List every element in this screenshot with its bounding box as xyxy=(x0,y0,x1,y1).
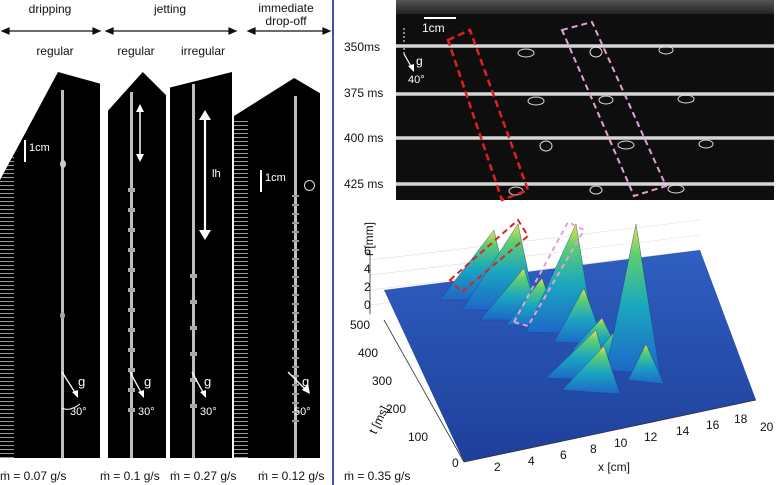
x-tick: 4 xyxy=(528,454,535,468)
regime-immediate-line1: immediate xyxy=(258,1,314,15)
drop-train xyxy=(128,172,135,412)
scale-label: 1cm xyxy=(422,21,445,35)
gravity-arrow xyxy=(287,371,310,394)
x-tick: 14 xyxy=(676,424,690,438)
scale-bar xyxy=(24,140,26,162)
flow-rate-dropoff: ṁ = 0.12 g/s xyxy=(258,469,325,483)
subregime-regular-dripping: regular xyxy=(36,44,74,58)
x-tick: 12 xyxy=(644,430,658,444)
panel-divider xyxy=(332,0,334,485)
gravity-label: g xyxy=(78,374,86,389)
time-strip-425 xyxy=(396,182,774,186)
time-strip-400 xyxy=(396,136,774,140)
regime-jetting: jetting xyxy=(153,2,187,16)
pink-tracking-box-3d xyxy=(512,220,586,328)
red-tracking-box-3d xyxy=(448,218,530,294)
length-label: lh xyxy=(212,168,221,180)
angle-label: 30° xyxy=(200,406,217,418)
time-strip-350 xyxy=(396,44,774,48)
gravity-label: g xyxy=(144,374,152,389)
r-tick: 0 xyxy=(364,298,371,312)
drop-train xyxy=(292,188,299,428)
x-tick: 20 xyxy=(760,420,774,434)
time-label-350: 350ms xyxy=(344,40,381,54)
scale-bar xyxy=(424,17,456,19)
timelapse-photo: 1cm g 40° xyxy=(396,0,774,200)
spacing-arrow xyxy=(136,104,144,162)
time-label-400: 400 ms xyxy=(344,131,384,145)
gravity-label: g xyxy=(204,374,212,389)
drop-markers xyxy=(446,20,714,202)
t-tick: 300 xyxy=(372,374,393,388)
t-tick: 200 xyxy=(386,402,407,416)
x-axis-label: x [cm] xyxy=(598,460,630,474)
angle-label: 30° xyxy=(138,406,155,418)
x-tick: 18 xyxy=(734,412,748,426)
detached-drop xyxy=(304,180,315,191)
gravity-label: g xyxy=(302,374,310,389)
length-arrow xyxy=(199,110,211,240)
red-tracking-box xyxy=(446,28,530,202)
angle-label: 30° xyxy=(70,406,87,418)
gravity-arrow xyxy=(191,371,206,398)
time-strip-375 xyxy=(396,92,774,96)
angle-label: 50° xyxy=(294,406,311,418)
x-tick: 10 xyxy=(614,436,628,450)
t-tick: 400 xyxy=(358,346,379,360)
scale-label: 1cm xyxy=(265,172,286,184)
t-tick: 0 xyxy=(452,456,459,470)
flow-rate-surface: ṁ = 0.35 g/s xyxy=(344,469,411,483)
photo-panel-immediate-dropoff: 1cm g 50° xyxy=(234,78,320,458)
ruler-scale xyxy=(0,102,14,458)
regime-immediate-line2: drop-off xyxy=(265,14,307,28)
x-tick: 2 xyxy=(494,460,501,474)
t-tick: 100 xyxy=(408,430,429,444)
flow-rate-irregular: ṁ = 0.27 g/s xyxy=(170,469,237,483)
surface-plot xyxy=(369,218,757,463)
subregime-irregular-jetting: irregular xyxy=(180,44,225,58)
pink-tracking-box xyxy=(560,20,668,198)
scale-label: 1cm xyxy=(29,142,50,154)
regime-arrows xyxy=(0,27,332,35)
regime-immediate-dropoff: immediate drop-off xyxy=(240,2,332,28)
t-axis-line xyxy=(383,319,465,463)
scale-bar xyxy=(260,170,262,192)
r-tick: 2 xyxy=(364,280,371,294)
r-tick: 6 xyxy=(364,244,371,258)
flow-rate-dripping: ṁ = 0.07 g/s xyxy=(0,469,67,483)
r-tick: 4 xyxy=(364,262,371,276)
top-strip xyxy=(396,0,774,14)
time-label-375: 375 ms xyxy=(344,86,384,100)
photo-panel-jetting-irregular: lh g 30° xyxy=(170,72,232,458)
fiber-thread xyxy=(61,90,64,458)
gravity-arrow xyxy=(403,28,414,72)
t-tick: 500 xyxy=(350,318,371,332)
gravity-arrow xyxy=(61,371,81,410)
drop xyxy=(60,312,65,319)
surface-ridges xyxy=(439,223,665,395)
photo-panel-jetting-regular: g 30° xyxy=(108,72,166,458)
photo-panel-dripping: 1cm g 30° xyxy=(0,72,100,458)
drop-train xyxy=(190,252,197,422)
x-axis-line xyxy=(463,399,757,463)
angle-label: 40° xyxy=(408,74,425,86)
x-tick: 16 xyxy=(706,418,720,432)
drop xyxy=(60,160,66,168)
x-tick: 6 xyxy=(560,448,567,462)
regime-dripping: dripping xyxy=(28,2,72,16)
ruler-scale xyxy=(234,118,248,458)
time-label-425: 425 ms xyxy=(344,177,384,191)
subregime-regular-jetting: regular xyxy=(117,44,155,58)
flow-rate-regular: ṁ = 0.1 g/s xyxy=(100,469,160,483)
gravity-arrow xyxy=(129,371,144,398)
x-tick: 8 xyxy=(590,442,597,456)
gravity-label: g xyxy=(416,54,423,68)
